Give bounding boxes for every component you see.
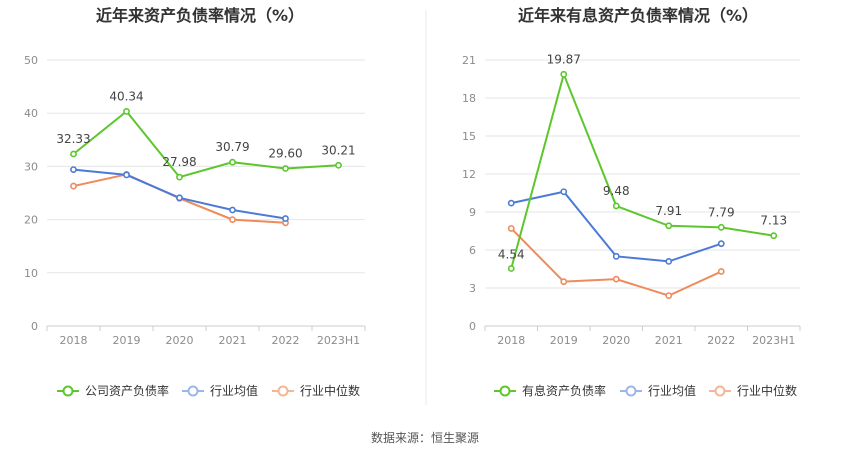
data-label: 29.60 — [268, 147, 302, 161]
y-tick-label: 18 — [462, 92, 476, 105]
y-tick-label: 15 — [462, 130, 476, 143]
y-tick-label: 0 — [31, 320, 38, 333]
data-point-0 — [123, 107, 130, 115]
data-label: 19.87 — [547, 52, 581, 66]
y-tick-label: 3 — [469, 282, 476, 295]
y-tick-label: 0 — [469, 320, 476, 333]
data-point-0 — [176, 173, 183, 181]
chart-interest-debt-ratio: 近年来有息资产负债率情况（%） 0 3 6 9 12 15 18 21 2018 2019 2020 2… — [462, 6, 801, 398]
x-tick-label: 2020 — [166, 334, 194, 347]
x-tick-label: 2019 — [550, 334, 578, 347]
series-line-0 — [510, 71, 774, 269]
legend-label: 行业均值 — [210, 383, 258, 398]
x-tick-label: 2022 — [707, 334, 735, 347]
x-tick-label: 2021 — [219, 334, 247, 347]
legend-marker — [499, 385, 511, 397]
series-line-0 — [72, 109, 339, 179]
y-tick-label: 9 — [469, 206, 476, 219]
y-tick-label: 40 — [24, 107, 38, 120]
x-tick-label: 2019 — [113, 334, 141, 347]
legend-marker — [625, 385, 637, 397]
y-tick-label: 50 — [24, 54, 38, 67]
series-line-2 — [510, 227, 722, 297]
legend-label: 行业均值 — [648, 383, 696, 398]
data-point-1 — [560, 188, 568, 196]
data-point-0 — [665, 222, 673, 230]
data-point-0 — [507, 265, 515, 272]
legend-marker — [277, 385, 289, 397]
data-label: 7.91 — [655, 204, 682, 218]
data-point-1 — [665, 257, 673, 265]
chart-title: 近年来资产负债率情况（%） — [96, 6, 304, 25]
data-label: 4.54 — [498, 247, 525, 261]
data-label: 32.33 — [56, 132, 90, 146]
y-tick-label: 30 — [24, 160, 38, 173]
legend-marker — [187, 385, 199, 397]
y-tick-label: 20 — [24, 214, 38, 227]
data-point-2 — [560, 278, 568, 286]
chart-title: 近年来有息资产负债率情况（%） — [518, 6, 758, 25]
x-tick-label: 2018 — [60, 334, 88, 347]
legend-marker — [62, 385, 74, 397]
data-label: 40.34 — [109, 89, 143, 103]
data-point-1 — [70, 166, 77, 173]
data-point-0 — [282, 165, 289, 172]
data-point-1 — [507, 199, 515, 207]
data-label: 30.79 — [215, 140, 249, 154]
legend-label: 有息资产负债率 — [522, 383, 606, 398]
data-point-1 — [123, 171, 130, 179]
legend-label: 行业中位数 — [737, 383, 797, 398]
data-point-2 — [665, 292, 673, 299]
data-point-0 — [612, 202, 620, 210]
chart-debt-ratio: 近年来资产负债率情况（%） 0 10 20 30 40 50 2018 2019 2020 2021… — [24, 6, 366, 398]
data-point-1 — [282, 215, 289, 222]
data-point-2 — [70, 182, 77, 190]
data-point-2 — [507, 225, 515, 232]
x-tick-label: 2023H1 — [317, 334, 360, 347]
data-label: 9.48 — [603, 184, 630, 198]
x-tick-label: 2021 — [655, 334, 683, 347]
x-tick-label: 2022 — [272, 334, 300, 347]
x-tick-label: 2020 — [602, 334, 630, 347]
data-point-1 — [717, 240, 725, 248]
data-label: 30.21 — [321, 143, 355, 157]
data-point-2 — [229, 216, 236, 223]
x-tick-label: 2018 — [497, 334, 525, 347]
data-point-2 — [612, 275, 620, 283]
data-point-0 — [229, 158, 236, 166]
data-point-0 — [335, 161, 342, 169]
data-point-1 — [612, 252, 620, 260]
data-label: 7.13 — [760, 214, 787, 228]
x-tick-label: 2023H1 — [752, 334, 795, 347]
data-label: 27.98 — [162, 155, 196, 169]
data-point-0 — [770, 232, 778, 240]
data-point-0 — [717, 223, 725, 231]
data-point-0 — [560, 70, 568, 78]
y-tick-label: 6 — [469, 244, 476, 257]
data-point-1 — [176, 194, 183, 202]
y-tick-label: 21 — [462, 54, 476, 67]
legend-label: 行业中位数 — [300, 383, 360, 398]
y-tick-label: 10 — [24, 267, 38, 280]
data-label: 7.79 — [708, 205, 735, 219]
data-source-note: 数据来源：恒生聚源 — [371, 430, 479, 445]
data-point-0 — [70, 150, 77, 158]
y-tick-label: 12 — [462, 168, 476, 181]
legend-label: 公司资产负债率 — [85, 383, 169, 398]
legend-marker — [714, 385, 726, 397]
data-point-1 — [229, 206, 236, 214]
data-point-2 — [717, 268, 725, 275]
